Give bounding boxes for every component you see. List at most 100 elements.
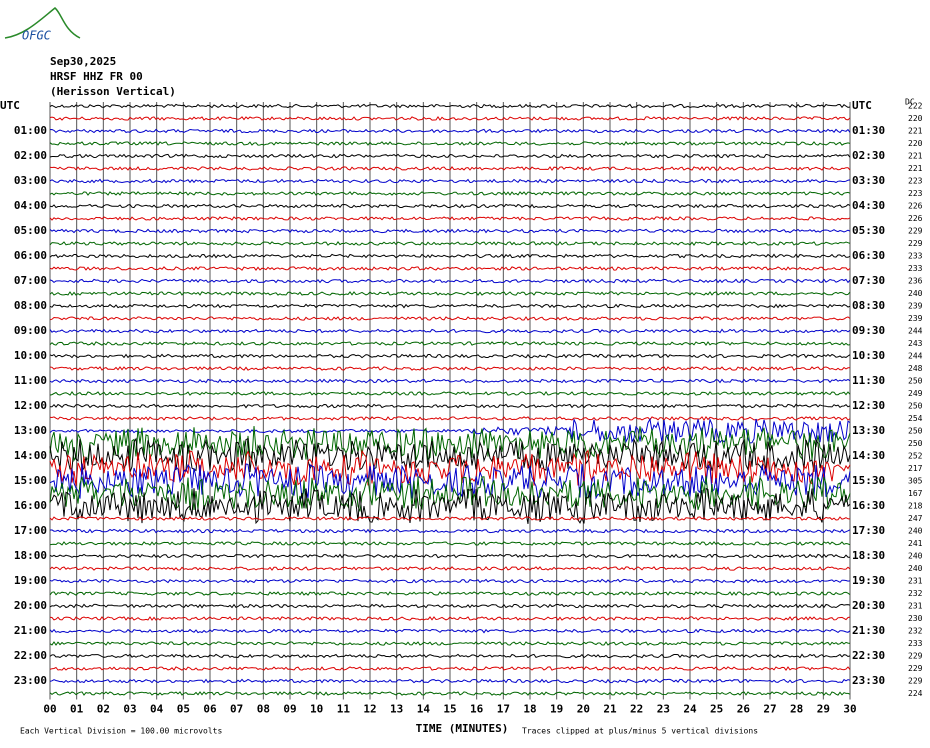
- logo-mark: [4, 7, 81, 39]
- x-tick-label: 17: [497, 703, 510, 716]
- trace: [49, 666, 851, 671]
- dc-value: 239: [908, 314, 923, 323]
- dc-value: 218: [908, 502, 923, 511]
- dc-value: 229: [908, 677, 923, 686]
- dc-title: DC: [905, 98, 915, 107]
- trace: [49, 653, 851, 659]
- dc-value: 224: [908, 689, 923, 698]
- hour-label: 01:00: [14, 124, 47, 137]
- hour-label: 12:00: [14, 399, 47, 412]
- hour-label: 05:00: [14, 224, 47, 237]
- half-hour-label: 14:30: [852, 449, 885, 462]
- hour-label: 04:00: [14, 199, 47, 212]
- x-tick-label: 30: [843, 703, 856, 716]
- x-axis-label: TIME (MINUTES): [416, 722, 509, 735]
- trace: [49, 516, 851, 522]
- x-tick-label: 29: [817, 703, 830, 716]
- half-hour-label: 02:30: [852, 149, 885, 162]
- trace: [49, 378, 851, 384]
- dc-value: 222: [908, 102, 923, 111]
- trace: [49, 578, 851, 584]
- dc-value: 226: [908, 214, 923, 223]
- dc-value: 236: [908, 277, 923, 286]
- x-tick-label: 21: [603, 703, 617, 716]
- trace: [49, 303, 851, 309]
- half-hour-label: 10:30: [852, 349, 885, 362]
- hour-label: 21:00: [14, 624, 47, 637]
- hour-label: 02:00: [14, 149, 47, 162]
- dc-value: 223: [908, 189, 923, 198]
- dc-value: 244: [908, 352, 923, 361]
- dc-value: 231: [908, 602, 923, 611]
- dc-value: 231: [908, 577, 923, 586]
- x-tick-label: 26: [737, 703, 751, 716]
- half-hour-label: 03:30: [852, 174, 885, 187]
- half-hour-label: 19:30: [852, 574, 885, 587]
- trace: [49, 216, 851, 221]
- dc-value: 229: [908, 664, 923, 673]
- half-hour-label: 09:30: [852, 324, 885, 337]
- trace: [49, 416, 851, 422]
- dc-value: 229: [908, 227, 923, 236]
- trace: [49, 641, 851, 646]
- hour-label: 23:00: [14, 674, 47, 687]
- x-tick-label: 06: [203, 703, 217, 716]
- hour-label: 08:00: [14, 299, 47, 312]
- trace: [49, 328, 851, 334]
- dc-value: 230: [908, 614, 923, 623]
- trace: [49, 203, 851, 209]
- trace: [49, 541, 851, 546]
- hour-label: 15:00: [14, 474, 47, 487]
- dc-value: 243: [908, 339, 923, 348]
- hour-label: 16:00: [14, 499, 47, 512]
- dc-value: 217: [908, 464, 923, 473]
- station: HRSF HHZ FR 00: [50, 70, 143, 83]
- trace: [49, 449, 851, 486]
- trace: [49, 366, 850, 371]
- trace: [49, 603, 851, 609]
- half-hour-label: 20:30: [852, 599, 885, 612]
- trace: [49, 528, 851, 534]
- x-tick-label: 08: [257, 703, 270, 716]
- trace: [49, 628, 851, 634]
- x-tick-label: 10: [310, 703, 323, 716]
- half-hour-label: 15:30: [852, 474, 885, 487]
- dc-value: 247: [908, 514, 923, 523]
- trace: [49, 166, 851, 172]
- dc-value: 167: [908, 489, 923, 498]
- station-name: (Herisson Vertical): [50, 85, 176, 98]
- hour-label: 03:00: [14, 174, 47, 187]
- x-tick-label: 28: [790, 703, 803, 716]
- clip-note: Traces clipped at plus/minus 5 vertical …: [522, 727, 758, 736]
- half-hour-label: 17:30: [852, 524, 885, 537]
- date: Sep30,2025: [50, 55, 116, 68]
- dc-value: 240: [908, 527, 923, 536]
- hour-label: 13:00: [14, 424, 47, 437]
- half-hour-label: 13:30: [852, 424, 885, 437]
- x-tick-label: 20: [577, 703, 590, 716]
- x-tick-label: 12: [363, 703, 376, 716]
- dc-value: 221: [908, 152, 923, 161]
- dc-value: 232: [908, 627, 923, 636]
- x-tick-label: 14: [417, 703, 431, 716]
- trace: [49, 417, 851, 444]
- trace: [50, 403, 851, 409]
- x-tick-label: 22: [630, 703, 643, 716]
- trace: [49, 266, 851, 271]
- hour-label: 22:00: [14, 649, 47, 662]
- trace: [49, 691, 851, 696]
- hour-label: 19:00: [14, 574, 47, 587]
- trace: [49, 253, 851, 259]
- dc-value: 252: [908, 452, 923, 461]
- x-tick-label: 05: [177, 703, 190, 716]
- trace: [49, 591, 851, 596]
- dc-value: 220: [908, 139, 923, 148]
- hour-label: 09:00: [14, 324, 47, 337]
- dc-value: 220: [908, 114, 923, 123]
- dc-value: 221: [908, 127, 923, 136]
- trace: [49, 141, 851, 146]
- dc-value: 250: [908, 402, 923, 411]
- trace: [49, 553, 850, 559]
- trace: [49, 566, 851, 571]
- dc-value: 305: [908, 477, 923, 486]
